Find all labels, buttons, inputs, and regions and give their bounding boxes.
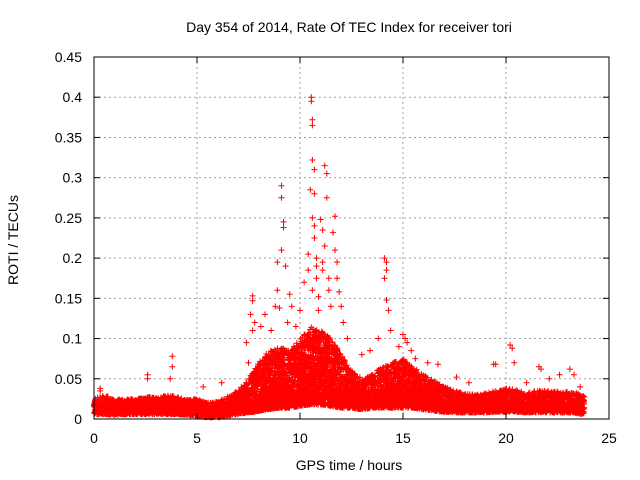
- dense-band-markers: [90, 324, 588, 421]
- grid-lines: [94, 57, 609, 419]
